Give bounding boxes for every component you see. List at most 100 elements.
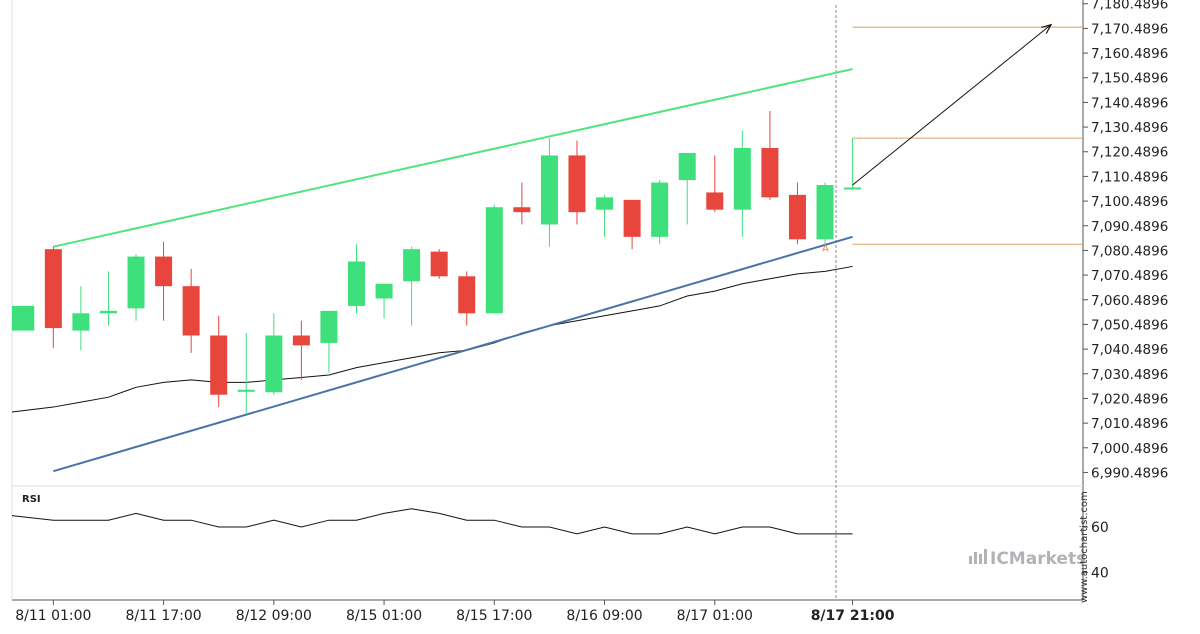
price-tick-label: 7,030.4896 [1091, 367, 1168, 383]
rsi-line [11, 508, 853, 535]
price-tick-label: 7,120.4896 [1091, 145, 1168, 161]
time-tick-label: 8/15 01:00 [346, 608, 422, 624]
candle-body [540, 155, 558, 225]
candle-body [155, 256, 173, 287]
candle-body [237, 389, 255, 392]
candle [182, 268, 200, 353]
candle [623, 199, 641, 250]
price-tick-label: 6,990.4896 [1091, 465, 1168, 481]
candle-body [430, 251, 448, 277]
price-tick-label: 7,150.4896 [1091, 71, 1168, 87]
channel-lines [53, 68, 853, 473]
candle-body [210, 335, 228, 395]
candle [816, 182, 834, 245]
horizontal-levels [852, 26, 1083, 245]
price-tick-label: 7,050.4896 [1091, 317, 1168, 333]
candle [99, 271, 117, 326]
candle [568, 140, 586, 225]
candle [458, 271, 476, 326]
time-tick-label: 8/15 17:00 [456, 608, 532, 624]
price-tick-label: 7,000.4896 [1091, 441, 1168, 457]
price-tick-label: 7,080.4896 [1091, 243, 1168, 259]
price-tick-label: 7,090.4896 [1091, 219, 1168, 235]
price-tick-label: 7,170.4896 [1091, 21, 1168, 37]
candle-body [651, 182, 669, 237]
candle [513, 182, 531, 225]
candle [678, 152, 696, 225]
candles: A [12, 111, 862, 415]
candle [237, 333, 255, 415]
candle [155, 241, 173, 321]
candle [320, 310, 338, 373]
arrow-shaft [852, 24, 1052, 186]
candle-body [513, 207, 531, 213]
candle [761, 111, 779, 200]
time-ticks: 8/11 01:00 8/11 17:00 8/12 09:00 8/15 01:00… [15, 600, 895, 624]
price-tick-label: 7,160.4896 [1091, 46, 1168, 62]
candle [72, 286, 90, 351]
price-tick-label: 7,040.4896 [1091, 342, 1168, 358]
time-tick-label: 8/11 01:00 [15, 608, 91, 624]
candle [210, 315, 228, 408]
candle [12, 305, 35, 331]
brand-bar-icon [984, 549, 987, 564]
candle [44, 246, 62, 348]
candle-body [127, 256, 145, 309]
candle-body [733, 148, 751, 210]
price-tick-label: 7,100.4896 [1091, 194, 1168, 210]
candle [430, 249, 448, 279]
candle-body [320, 310, 338, 343]
candle [651, 180, 669, 245]
channel-upper-line [53, 68, 853, 248]
price-tick-label: 7,180.4896 [1091, 0, 1168, 13]
time-tick-label: 8/17 01:00 [677, 608, 753, 624]
candle-body [596, 197, 614, 210]
moving-average [11, 265, 853, 413]
price-tick-label: 7,140.4896 [1091, 95, 1168, 111]
candle-body [292, 335, 310, 346]
moving-average-line [11, 265, 853, 413]
candle-body [348, 261, 365, 306]
candle-body [568, 155, 586, 213]
brand-bar-icon [969, 556, 972, 564]
candle-body [99, 310, 117, 314]
candle-body [265, 335, 283, 393]
candle-body [623, 199, 641, 237]
candle [375, 283, 393, 319]
brand-name: ICMarkets [990, 549, 1086, 569]
rsi-label: RSI [22, 494, 41, 505]
candle [485, 204, 503, 314]
watermark: www.autochartist.com [1079, 491, 1090, 603]
rsi-tick-label: 60 [1091, 520, 1109, 536]
brand-logo: ICMarkets [969, 549, 1086, 569]
candle [844, 138, 862, 190]
candle [733, 130, 751, 237]
time-tick-label: 8/16 09:00 [566, 608, 642, 624]
projection-arrow [852, 23, 1053, 186]
candle-body [44, 249, 62, 329]
candle-body [12, 305, 35, 331]
time-tick-label: 8/12 09:00 [236, 608, 312, 624]
candle [706, 155, 724, 213]
candle [292, 320, 310, 380]
candle [540, 138, 558, 247]
candle [127, 254, 145, 321]
candle [788, 182, 806, 245]
brand-bar-icon [979, 554, 982, 564]
time-tick-label: 8/11 17:00 [125, 608, 201, 624]
candle [596, 194, 614, 237]
candle-body [375, 283, 393, 299]
candle-body [788, 194, 806, 240]
arrow-head-icon [1041, 23, 1053, 34]
price-ticks: 7,180.4896 7,170.4896 7,160.4896 7,150.4896… [1083, 0, 1168, 481]
candle-body [72, 313, 90, 331]
rsi-panel: RSI 60 40 [11, 494, 1109, 582]
candle [265, 313, 283, 395]
price-tick-label: 7,130.4896 [1091, 120, 1168, 136]
candle-body [678, 152, 696, 181]
candle [403, 246, 421, 326]
channel-lower-line [53, 235, 853, 473]
candle-body [458, 276, 476, 314]
